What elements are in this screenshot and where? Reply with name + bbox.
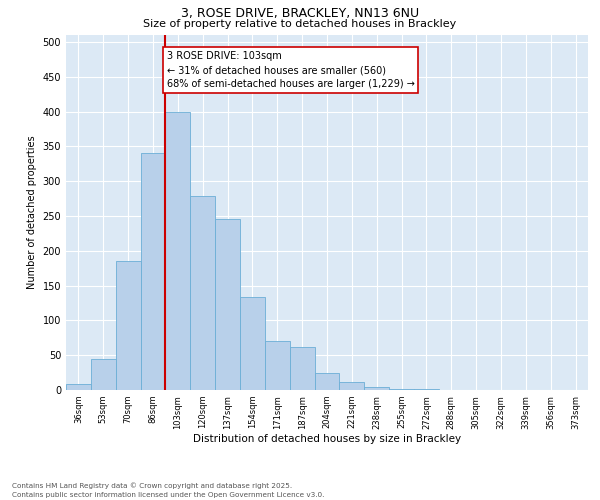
Bar	[314, 372, 340, 390]
Bar	[66, 384, 91, 390]
Bar	[140, 154, 166, 390]
Bar	[215, 220, 240, 390]
Bar	[190, 196, 215, 390]
Bar	[240, 298, 265, 390]
Bar	[290, 347, 314, 390]
Text: Contains HM Land Registry data © Crown copyright and database right 2025.: Contains HM Land Registry data © Crown c…	[12, 482, 292, 489]
Text: Size of property relative to detached houses in Brackley: Size of property relative to detached ho…	[143, 19, 457, 29]
Text: 3, ROSE DRIVE, BRACKLEY, NN13 6NU: 3, ROSE DRIVE, BRACKLEY, NN13 6NU	[181, 8, 419, 20]
Bar	[265, 342, 290, 390]
Bar	[364, 386, 389, 390]
Bar	[340, 382, 364, 390]
Bar	[116, 261, 140, 390]
Y-axis label: Number of detached properties: Number of detached properties	[27, 136, 37, 290]
Bar	[91, 358, 116, 390]
X-axis label: Distribution of detached houses by size in Brackley: Distribution of detached houses by size …	[193, 434, 461, 444]
Text: 3 ROSE DRIVE: 103sqm
← 31% of detached houses are smaller (560)
68% of semi-deta: 3 ROSE DRIVE: 103sqm ← 31% of detached h…	[167, 51, 415, 89]
Bar	[389, 388, 414, 390]
Text: Contains public sector information licensed under the Open Government Licence v3: Contains public sector information licen…	[12, 492, 325, 498]
Bar	[166, 112, 190, 390]
